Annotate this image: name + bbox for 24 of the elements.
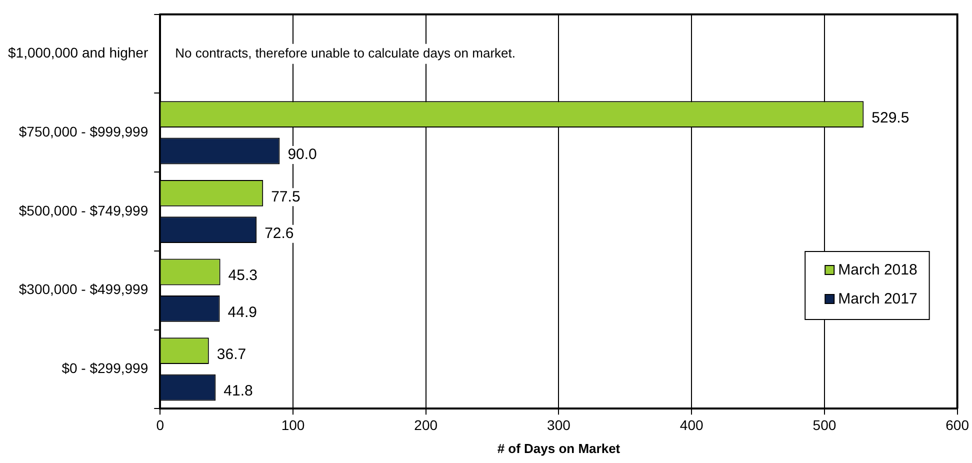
text: 529.5 [872,109,910,126]
x-tick-label: 600 [946,416,970,433]
x-tick-label: 200 [414,416,438,433]
y-tick-label: $750,000 - $999,999 [18,124,148,140]
y-tick-label: $500,000 - $749,999 [18,202,148,218]
text: 36.7 [216,346,246,363]
legend-label: March 2018 [838,262,918,279]
legend-label: March 2017 [838,290,918,308]
text: 72.6 [264,224,294,242]
x-tick-label: 400 [680,416,704,433]
text: 90.0 [288,146,317,164]
x-tick-label: 500 [812,416,836,433]
text: 44.9 [228,304,257,321]
y-tick-label: $0 - $299,999 [62,360,148,376]
x-tick-label: 0 [156,416,164,433]
x-axis-title: # of Days on Market [497,440,621,456]
text: 45.3 [228,267,258,284]
annotation: No contracts, therefore unable to calculate days on market. [175,45,516,60]
y-tick-label: $1,000,000 and higher [8,44,148,61]
x-tick-label: 100 [281,416,305,433]
y-tick-label: $300,000 - $499,999 [18,281,148,298]
text: 41.8 [224,382,253,400]
x-tick-label: 300 [547,416,571,433]
text: 77.5 [271,188,300,206]
